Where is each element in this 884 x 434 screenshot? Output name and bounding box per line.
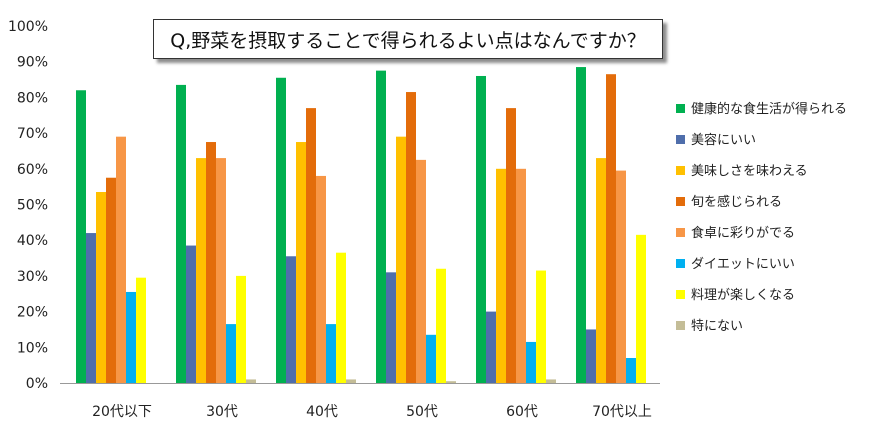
legend-swatch xyxy=(676,104,685,113)
x-tick-label: 70代以上 xyxy=(592,404,652,420)
x-tick-label: 50代 xyxy=(406,404,438,420)
bar xyxy=(616,170,626,383)
legend-swatch xyxy=(676,290,685,299)
bar xyxy=(506,108,516,384)
bar xyxy=(196,158,206,383)
bar xyxy=(186,245,196,383)
bar xyxy=(316,175,326,383)
y-tick-label: 60% xyxy=(17,162,48,178)
bar xyxy=(216,158,226,383)
bar xyxy=(626,358,636,383)
legend: 健康的な食生活が得られる美容にいい美味しさを味わえる旬を感じられる食卓に彩りがで… xyxy=(676,101,847,334)
bars xyxy=(76,67,646,384)
y-tick-label: 20% xyxy=(17,305,48,321)
y-tick-label: 80% xyxy=(17,90,48,106)
y-tick-label: 0% xyxy=(26,376,48,392)
bar xyxy=(486,311,496,383)
y-tick-label: 50% xyxy=(17,198,48,214)
bar xyxy=(476,75,486,383)
bar xyxy=(326,324,336,383)
bar xyxy=(636,234,646,383)
x-tick-label: 40代 xyxy=(306,404,338,420)
bar xyxy=(576,67,586,384)
bar xyxy=(396,136,406,383)
y-tick-label: 30% xyxy=(17,269,48,285)
legend-label: 健康的な食生活が得られる xyxy=(691,101,847,117)
bar xyxy=(376,70,386,383)
bar xyxy=(436,268,446,383)
legend-label: 美容にいい xyxy=(691,132,756,148)
legend-label: 料理が楽しくなる xyxy=(691,287,795,303)
bar xyxy=(306,108,316,384)
bar xyxy=(136,277,146,383)
legend-swatch xyxy=(676,259,685,268)
bar xyxy=(586,329,596,383)
x-tick-label: 20代以下 xyxy=(92,404,152,420)
bar xyxy=(206,142,216,383)
bar xyxy=(416,159,426,383)
legend-label: 食卓に彩りがでる xyxy=(691,225,795,241)
bar xyxy=(116,136,126,383)
bar xyxy=(76,90,86,383)
bar xyxy=(286,256,296,383)
bar xyxy=(546,379,556,383)
x-axis-labels: 20代以下 30代 40代 50代 60代 70代以上 xyxy=(92,404,652,420)
x-tick-label: 30代 xyxy=(206,404,238,420)
bar xyxy=(86,233,96,383)
bar xyxy=(236,275,246,383)
bar xyxy=(226,324,236,383)
bar xyxy=(536,270,546,383)
y-tick-label: 10% xyxy=(17,340,48,356)
chart-title: Q,野菜を摂取することで得られるよい点はなんですか？ xyxy=(153,19,663,59)
legend-label: ダイエットにいい xyxy=(691,257,795,272)
bar xyxy=(596,158,606,383)
bar xyxy=(516,168,526,383)
bar xyxy=(606,74,616,383)
bar xyxy=(496,168,506,383)
legend-swatch xyxy=(676,228,685,237)
bar xyxy=(426,334,436,383)
bar xyxy=(336,252,346,383)
bar xyxy=(246,379,256,383)
legend-label: 特にない xyxy=(691,319,743,334)
bar xyxy=(276,77,286,383)
y-tick-label: 70% xyxy=(17,126,48,142)
legend-label: 美味しさを味わえる xyxy=(691,164,808,179)
bar xyxy=(296,142,306,383)
x-tick-label: 60代 xyxy=(506,404,538,420)
bar xyxy=(406,92,416,384)
legend-swatch xyxy=(676,321,685,330)
bar xyxy=(126,291,136,383)
y-tick-label: 100% xyxy=(8,19,48,35)
bar xyxy=(526,341,536,383)
legend-swatch xyxy=(676,135,685,144)
y-axis: 0% 10% 20% 30% 40% 50% 60% 70% 80% 90% 100% xyxy=(8,19,660,392)
y-tick-label: 90% xyxy=(17,55,48,71)
bar xyxy=(96,192,106,383)
bar xyxy=(386,272,396,383)
legend-swatch xyxy=(676,166,685,175)
bar xyxy=(446,381,456,383)
bar xyxy=(176,84,186,383)
legend-label: 旬を感じられる xyxy=(691,194,782,210)
bar xyxy=(346,379,356,383)
legend-swatch xyxy=(676,197,685,206)
y-tick-label: 40% xyxy=(17,233,48,249)
bar xyxy=(106,177,116,383)
